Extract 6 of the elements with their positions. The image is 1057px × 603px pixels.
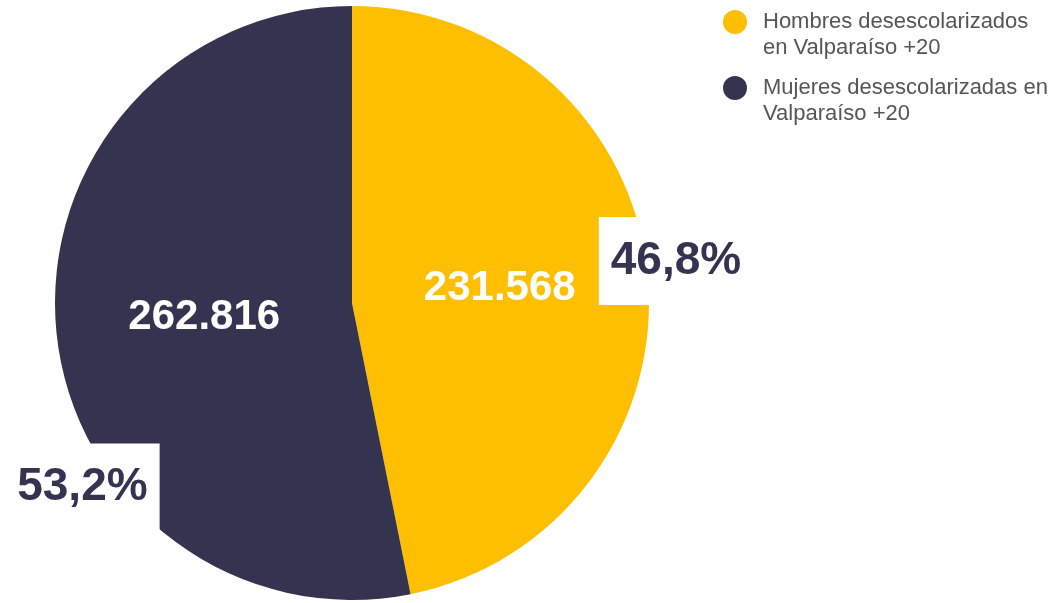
legend-label: Mujeres desescolarizadas en Valparaíso +20 (763, 74, 1049, 126)
text: 53,2% (17, 458, 148, 511)
data-label: 262.816 (128, 291, 281, 339)
text: 46,8% (610, 231, 742, 284)
data-label: 231.568 (423, 261, 576, 309)
legend-label: Hombres desescolarizados en Valparaíso +20 (763, 8, 1030, 60)
